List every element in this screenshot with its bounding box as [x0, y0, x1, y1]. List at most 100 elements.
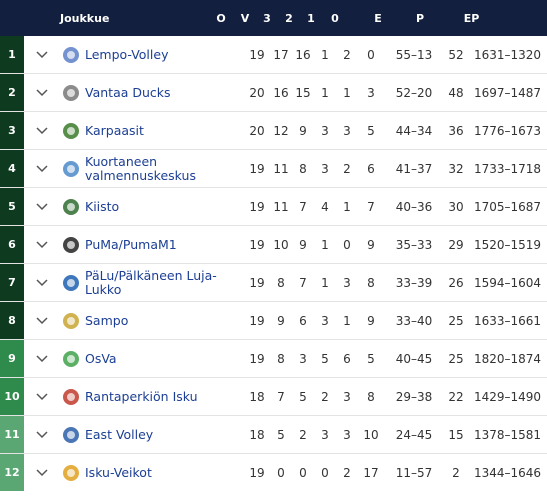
chevron-down-icon[interactable] — [24, 240, 60, 249]
chevron-down-icon[interactable] — [24, 392, 60, 401]
cell-wins: 8 — [277, 351, 285, 366]
cell-3p: 2 — [299, 427, 307, 442]
cell-sets: 52–20 — [395, 85, 433, 100]
chevron-down-icon[interactable] — [24, 50, 60, 59]
cell-1p: 3 — [343, 275, 351, 290]
cell-0p: 5 — [367, 123, 375, 138]
table-row[interactable]: 9 OsVa 19 8 3 5 6 5 40–45 25 1820–1874 — [0, 340, 547, 378]
table-row[interactable]: 8 Sampo 19 9 6 3 1 9 33–40 25 1633–1661 — [0, 302, 547, 340]
chevron-down-icon[interactable] — [24, 278, 60, 287]
chevron-down-icon[interactable] — [24, 468, 60, 477]
cell-ball-points: 1429–1490 — [473, 389, 542, 404]
table-row[interactable]: 12 Isku-Veikot 19 0 0 0 2 17 11–57 2 1344–1646 — [0, 454, 547, 491]
table-row[interactable]: 6 PuMa/PumaM1 19 10 9 1 0 9 35–33 29 1520–1519 — [0, 226, 547, 264]
team-name-link[interactable]: East Volley — [85, 426, 154, 442]
header-sets: E — [374, 11, 382, 25]
cell-1p: 1 — [343, 85, 351, 100]
cell-0p: 7 — [367, 199, 375, 214]
header-wins: V — [240, 11, 250, 25]
cell-points: 15 — [448, 427, 464, 442]
team-cell: OsVa — [60, 348, 244, 370]
team-name-link[interactable]: Vantaa Ducks — [85, 84, 171, 100]
cell-sets: 29–38 — [395, 389, 433, 404]
team-name-link[interactable]: PuMa/PumaM1 — [85, 236, 177, 252]
cell-played: 20 — [249, 123, 265, 138]
puma-logo-icon — [60, 234, 82, 256]
table-row[interactable]: 4 Kuortaneen valmennuskeskus 19 11 8 3 2 6 41–37… — [0, 150, 547, 188]
header-1p: 1 — [307, 11, 315, 25]
cell-points: 2 — [452, 465, 460, 480]
cell-1p: 2 — [343, 161, 351, 176]
cell-ball-points: 1733–1718 — [473, 161, 542, 176]
cell-played: 19 — [249, 275, 265, 290]
cell-1p: 6 — [343, 351, 351, 366]
cell-wins: 10 — [273, 237, 289, 252]
chevron-down-icon[interactable] — [24, 430, 60, 439]
cell-points: 36 — [448, 123, 464, 138]
position-badge: 9 — [0, 340, 24, 377]
team-cell: PuMa/PumaM1 — [60, 234, 244, 256]
chevron-down-icon[interactable] — [24, 202, 60, 211]
cell-points: 32 — [448, 161, 464, 176]
team-name-link[interactable]: Sampo — [85, 312, 129, 328]
cell-0p: 8 — [367, 275, 375, 290]
team-name-link[interactable]: PäLu/Pälkäneen Luja-Lukko — [85, 267, 217, 297]
chevron-down-icon[interactable] — [24, 126, 60, 135]
cell-3p: 9 — [299, 123, 307, 138]
cell-sets: 33–40 — [395, 313, 433, 328]
cell-0p: 8 — [367, 389, 375, 404]
position-badge: 7 — [0, 264, 24, 301]
cell-sets: 40–45 — [395, 351, 433, 366]
team-cell: Vantaa Ducks — [60, 82, 244, 104]
team-name-link[interactable]: Lempo-Volley — [85, 46, 169, 62]
cell-wins: 17 — [273, 47, 289, 62]
cell-0p: 10 — [363, 427, 379, 442]
cell-ball-points: 1344–1646 — [473, 465, 542, 480]
team-name-link[interactable]: Kiisto — [85, 198, 120, 214]
table-row[interactable]: 7 PäLu/Pälkäneen Luja-Lukko 19 8 7 1 3 8 33–39 26… — [0, 264, 547, 302]
cell-3p: 9 — [299, 237, 307, 252]
cell-played: 19 — [249, 237, 265, 252]
table-row[interactable]: 10 Rantaperkiön Isku 18 7 5 2 3 8 29–38 22 1429–14… — [0, 378, 547, 416]
cell-2p: 1 — [321, 47, 329, 62]
iskuveikot-logo-icon — [60, 462, 82, 484]
team-cell: Kiisto — [60, 196, 244, 218]
cell-2p: 2 — [321, 389, 329, 404]
team-name-link[interactable]: Kuortaneen valmennuskeskus — [85, 153, 196, 183]
team-name-link[interactable]: OsVa — [85, 350, 117, 366]
team-cell: Lempo-Volley — [60, 44, 244, 66]
cell-wins: 9 — [277, 313, 285, 328]
cell-played: 18 — [249, 389, 265, 404]
table-row[interactable]: 5 Kiisto 19 11 7 4 1 7 40–36 30 1705–1687 — [0, 188, 547, 226]
table-body: 1 Lempo-Volley 19 17 16 1 2 0 55–13 52 1631–1320 2 V… — [0, 36, 547, 491]
chevron-down-icon[interactable] — [24, 354, 60, 363]
cell-ball-points: 1594–1604 — [473, 275, 542, 290]
cell-wins: 12 — [273, 123, 289, 138]
lempo-logo-icon — [60, 44, 82, 66]
chevron-down-icon[interactable] — [24, 88, 60, 97]
position-badge: 10 — [0, 378, 24, 415]
table-header: Joukkue O V 3 2 1 0 E P EP — [0, 0, 547, 36]
cell-3p: 0 — [299, 465, 307, 480]
chevron-down-icon[interactable] — [24, 164, 60, 173]
team-name-link[interactable]: Karpaasit — [85, 122, 144, 138]
cell-1p: 1 — [343, 313, 351, 328]
table-row[interactable]: 11 East Volley 18 5 2 3 3 10 24–45 15 1378–1581 — [0, 416, 547, 454]
chevron-down-icon[interactable] — [24, 316, 60, 325]
table-row[interactable]: 1 Lempo-Volley 19 17 16 1 2 0 55–13 52 1631–1320 — [0, 36, 547, 74]
duck-logo-icon — [60, 82, 82, 104]
cell-points: 26 — [448, 275, 464, 290]
cell-points: 52 — [448, 47, 464, 62]
cell-0p: 17 — [363, 465, 379, 480]
team-name-link[interactable]: Rantaperkiön Isku — [85, 388, 198, 404]
position-badge: 3 — [0, 112, 24, 149]
table-row[interactable]: 2 Vantaa Ducks 20 16 15 1 1 3 52–20 48 1697–1487 — [0, 74, 547, 112]
position-badge: 2 — [0, 74, 24, 111]
karpaasit-logo-icon — [60, 120, 82, 142]
kiisto-logo-icon — [60, 196, 82, 218]
kuortane-logo-icon — [60, 158, 82, 180]
team-name-link[interactable]: Isku-Veikot — [85, 464, 152, 480]
cell-ball-points: 1776–1673 — [473, 123, 542, 138]
table-row[interactable]: 3 Karpaasit 20 12 9 3 3 5 44–34 36 1776–1673 — [0, 112, 547, 150]
cell-played: 19 — [249, 161, 265, 176]
